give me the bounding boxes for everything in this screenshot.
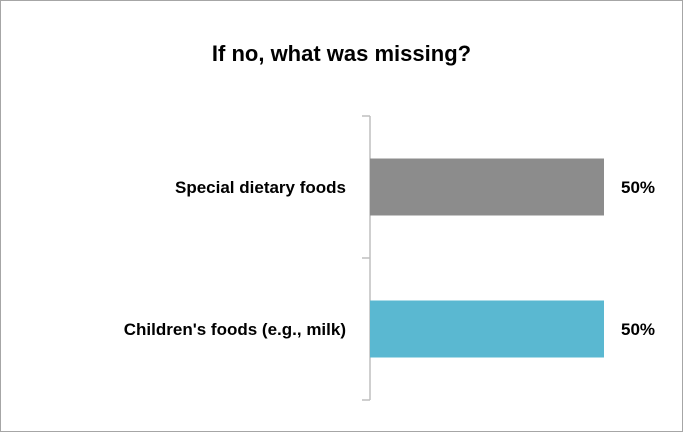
category-label: Special dietary foods xyxy=(175,178,346,197)
bar xyxy=(370,300,604,358)
chart-title: If no, what was missing? xyxy=(211,41,472,66)
bar xyxy=(370,158,604,216)
data-label: 50% xyxy=(621,178,655,197)
category-axis xyxy=(362,115,371,401)
bars-group: Special dietary foods 50% Children's foods… xyxy=(124,158,655,358)
data-label: 50% xyxy=(621,320,655,339)
category-label: Children's foods (e.g., milk) xyxy=(124,320,346,339)
